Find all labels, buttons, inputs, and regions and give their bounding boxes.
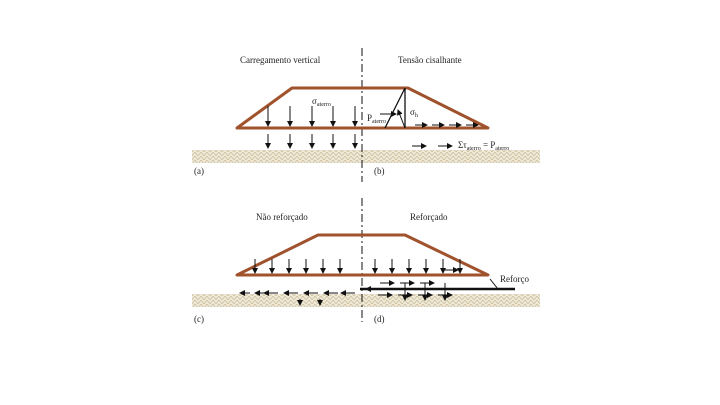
label: Não reforçado: [256, 212, 308, 222]
label: Carregamento vertical: [240, 55, 321, 65]
tag: (c): [194, 314, 204, 324]
leader: [489, 278, 499, 290]
embankment: [235, 233, 490, 277]
label: Tensão cisalhante: [398, 55, 462, 65]
stress-wedge: [384, 87, 406, 129]
label: Reforçado: [410, 212, 448, 222]
label: Reforço: [500, 274, 529, 284]
symbol: σh: [410, 107, 418, 119]
ground: [192, 150, 540, 163]
tag: (d): [374, 314, 385, 324]
artwork: [192, 48, 540, 322]
embankment: [235, 86, 490, 130]
equation: Στaterro = Paterro: [458, 140, 509, 152]
symbol: Paterro: [367, 113, 386, 125]
ground: [192, 294, 540, 307]
symbol: σaterro: [312, 96, 331, 108]
tag: (a): [194, 166, 204, 176]
arrow: [397, 109, 406, 129]
tag: (b): [374, 166, 385, 176]
